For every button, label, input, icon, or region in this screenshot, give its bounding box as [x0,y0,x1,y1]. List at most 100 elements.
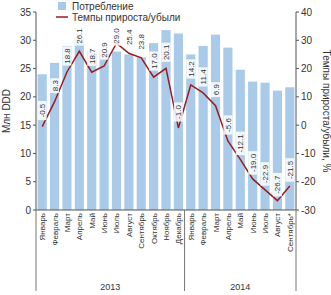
data-label-bg [137,32,146,51]
x-tick-label: Сентябрь* [286,213,295,252]
data-label: 14.2 [187,61,196,77]
y2-tick [296,40,299,41]
x-tick-label: Июль [261,213,270,233]
data-label-bg [236,132,245,156]
bar [112,52,121,210]
y-tick [33,153,36,154]
y-tick [33,125,36,126]
data-label-group: -5.6 [223,115,233,134]
data-label-bg [285,158,294,182]
x-tick-label: Январь [38,213,47,240]
data-label: 6.9 [212,84,221,96]
data-label-bg [162,43,171,62]
data-label-bg [38,101,47,120]
data-label-bg [261,162,270,185]
data-label-bg [50,78,59,93]
data-label: -22.9 [261,164,270,183]
x-tick-label: Ноябрь [162,213,171,241]
x-tick-label: Сентябрь [137,213,146,249]
y-tick-label: 20 [20,91,32,102]
data-label: 25.4 [125,29,134,45]
y2-tick-label: -10 [301,148,316,159]
data-label-group: -12.1 [236,132,246,156]
data-label-bg [87,47,96,66]
data-label-group: 20.9 [100,40,110,59]
y2-tick-label: -20 [301,176,316,187]
data-label: 8.3 [51,80,60,92]
group-separator [36,210,37,291]
data-label-group: 26.1 [75,26,85,45]
bar [149,43,158,210]
x-tick-label: Январь [187,213,196,240]
line [42,43,290,201]
data-label: -19.0 [249,153,258,172]
y-tick-label: 10 [20,148,32,159]
data-label-group: 6.9 [211,82,221,97]
group-label: 2013 [100,282,120,292]
data-label-group: 23.8 [137,32,147,51]
y-tick-label: 35 [20,7,32,18]
y-tick [33,68,36,69]
x-tick-label: Март [63,213,72,232]
group-separator [296,210,297,291]
group-label: 2014 [230,282,250,292]
y-tick-label: 15 [20,120,32,131]
data-label: -21.5 [286,160,295,179]
data-label: 17.0 [150,53,159,69]
bar [199,46,208,210]
data-label-bg [100,40,109,59]
x-tick-label: Март [212,213,221,232]
x-tick-label: Апрель [224,213,233,240]
data-label-group: -22.9 [261,162,271,185]
marks [38,30,295,210]
bar [38,74,47,210]
data-label-group: 11.4 [199,67,209,86]
data-label: 18.8 [63,48,72,64]
bar [285,87,294,210]
x-tick-label: Июнь [100,213,109,233]
y2-tick [296,153,299,154]
y2-tick [296,96,299,97]
data-label-bg [199,67,208,86]
legend-label: Потребление [72,1,134,12]
y2-tick-label: 10 [301,91,313,102]
bar [211,35,220,210]
data-label: -26.7 [273,175,282,194]
data-label: 26.1 [75,28,84,44]
x-tick-label: Август [125,213,134,237]
legend-swatch [56,16,68,18]
y-tick-label: 5 [25,176,31,187]
data-label-group: 29.0 [112,26,122,45]
data-label: 29.0 [112,28,121,44]
y-tick-label: 25 [20,63,32,74]
y-tick-label: 0 [25,205,31,216]
data-label-bg [223,115,232,134]
y2-tick-label: 40 [301,7,313,18]
y2-axis-line [296,12,297,210]
bar [174,33,183,210]
y2-tick-label: 20 [301,63,313,74]
data-label-group: -1.0 [174,102,184,121]
x-tick-label: Май [236,213,245,229]
y2-tick [296,12,299,13]
data-label-group: 25.4 [124,28,134,47]
y-tick [33,96,36,97]
y2-tick [296,181,299,182]
y2-tick-label: 0 [301,120,307,131]
y-tick [33,12,36,13]
data-label-group: 20.1 [162,43,172,62]
data-label-bg [273,173,282,197]
data-label-bg [124,28,133,47]
data-label: 20.9 [100,42,109,58]
axes: 05101520253035-30-20-10010203040ЯнварьФе… [20,7,316,293]
data-label-bg [62,46,71,65]
bar [273,91,282,210]
data-label-group: 14.2 [186,59,196,78]
data-label: -12.1 [236,134,245,153]
legend-swatch [58,2,66,10]
data-label-bg [174,102,183,121]
data-label-bg [112,26,121,45]
labels: -0.58.318.826.118.720.929.025.423.817.02… [38,26,295,196]
data-label: 18.7 [88,48,97,64]
y-tick [33,181,36,182]
